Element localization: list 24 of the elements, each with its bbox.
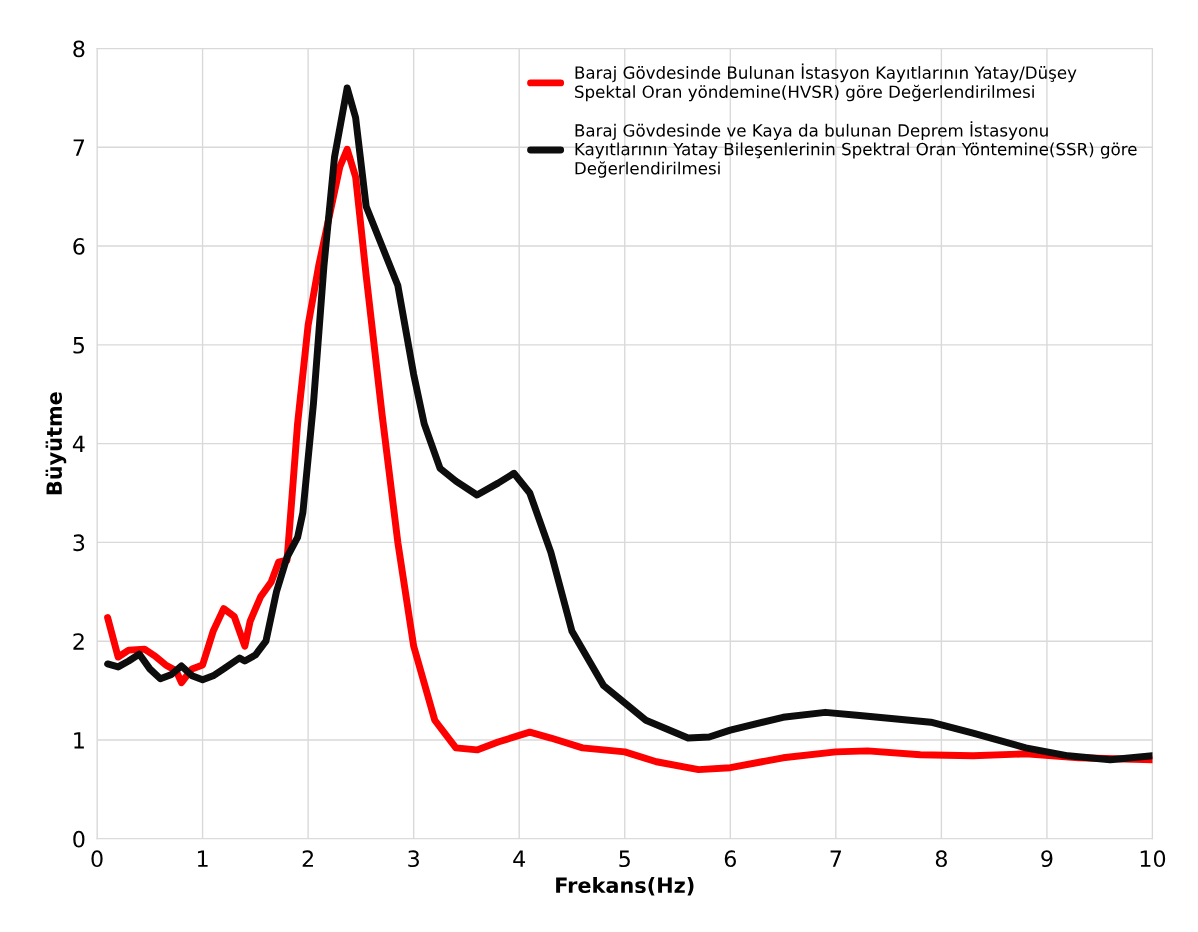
- x-tick-label: 6: [724, 850, 736, 868]
- x-tick-label: 4: [513, 850, 526, 867]
- x-tick-label: 10: [1140, 850, 1166, 868]
- x-tick-label: 9: [1041, 850, 1053, 868]
- x-tick-label: 5: [619, 850, 630, 868]
- x-tick-label: 0: [91, 850, 103, 868]
- y-tick-label: 0: [73, 830, 85, 848]
- x-axis-title: Frekans(Hz): [556, 876, 694, 896]
- x-tick-label: 1: [197, 850, 208, 867]
- legend-label: Baraj Gövdesinde Bulunan İstasyon Kayıtlarının Yatay/Düşey Spektal Oran yöndemine(HVSR) göre Değerlendirilmesi: [575, 63, 1077, 102]
- y-tick-label: 1: [74, 732, 84, 749]
- y-tick-label: 7: [73, 139, 85, 156]
- y-tick-label: 6: [73, 238, 85, 255]
- y-tick-label: 5: [73, 337, 84, 354]
- y-axis-title: Büyütme: [45, 392, 67, 495]
- x-tick-label: 7: [830, 850, 842, 867]
- y-tick-label: 2: [73, 633, 84, 650]
- y-tick-label: 4: [72, 435, 85, 453]
- y-tick-label: 3: [73, 534, 85, 552]
- legend-label: Baraj Gövdesinde ve Kaya da bulunan Deprem İstasyonu Kayıtlarının Yatay Bileşenlerinin Spektral Oran Yöntemine(SSR) göre Değerlendirilmesi: [575, 121, 1137, 178]
- x-tick-label: 2: [302, 850, 313, 867]
- y-tick-label: 8: [73, 40, 85, 58]
- x-tick-label: 8: [935, 850, 947, 868]
- x-tick-label: 3: [408, 850, 419, 868]
